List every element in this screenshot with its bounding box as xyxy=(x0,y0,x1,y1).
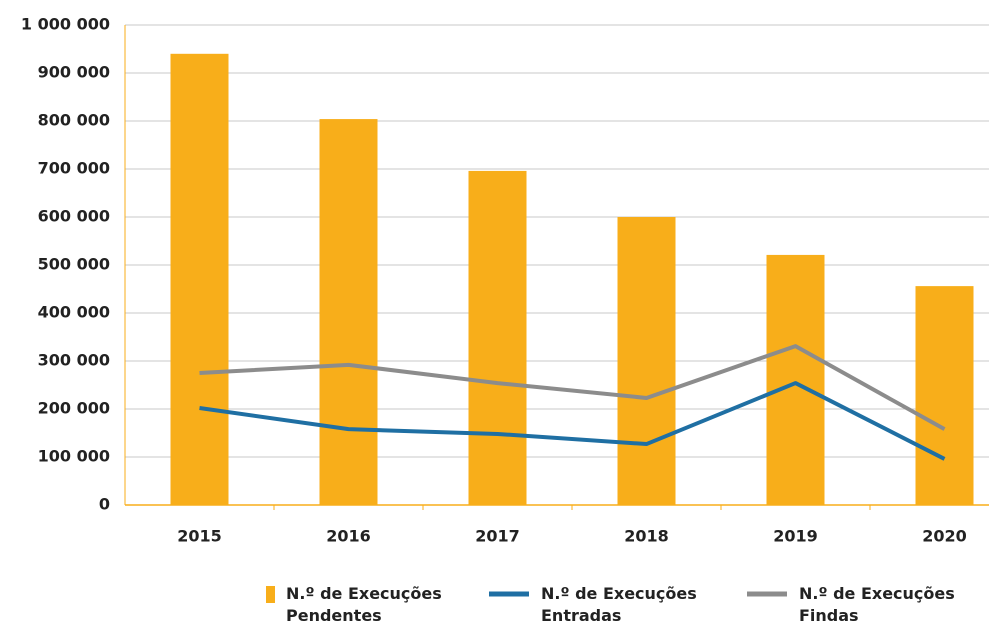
y-tick-label: 700 000 xyxy=(38,159,110,178)
legend-label: N.º de Execuções Findas xyxy=(799,584,955,625)
y-tick-label: 0 xyxy=(99,495,110,514)
y-tick-label: 600 000 xyxy=(38,207,110,226)
x-tick-label: 2017 xyxy=(475,527,520,546)
bar xyxy=(468,170,527,506)
y-tick-label: 800 000 xyxy=(38,111,110,130)
line xyxy=(199,344,946,431)
legend-marker xyxy=(266,586,275,603)
bar xyxy=(170,53,229,506)
y-tick-label: 500 000 xyxy=(38,255,110,274)
legend: N.º de Execuções Pendentes N.º de Execuçõ… xyxy=(0,583,989,630)
legend-item: N.º de Execuções Findas xyxy=(745,583,974,627)
x-tick-label: 2015 xyxy=(177,527,222,546)
y-tick-label: 100 000 xyxy=(38,447,110,466)
bar xyxy=(766,254,825,505)
y-tick-label: 400 000 xyxy=(38,303,110,322)
x-tick-label: 2016 xyxy=(326,527,371,546)
x-tick-label: 2020 xyxy=(922,527,967,546)
line xyxy=(199,381,946,461)
legend-label: N.º de Execuções Entradas xyxy=(541,584,697,625)
legend-swatch xyxy=(266,586,275,603)
legend-item: N.º de Execuções Entradas xyxy=(487,583,716,627)
x-tick-label: 2018 xyxy=(624,527,669,546)
legend-swatch xyxy=(489,591,529,597)
legend-label: N.º de Execuções Pendentes xyxy=(286,584,442,625)
x-tick-label: 2019 xyxy=(773,527,818,546)
bar xyxy=(915,286,974,505)
bar xyxy=(617,217,676,505)
legend-item: N.º de Execuções Pendentes xyxy=(262,583,461,627)
y-tick-label: 900 000 xyxy=(38,63,110,82)
y-tick-label: 1 000 000 xyxy=(21,15,110,34)
legend-swatch xyxy=(747,591,787,597)
y-tick-label: 200 000 xyxy=(38,399,110,418)
y-tick-label: 300 000 xyxy=(38,351,110,370)
bar xyxy=(319,119,378,505)
chart: 0 100 000 200 000 300 000 400 000 500 000 600 … xyxy=(21,15,989,546)
